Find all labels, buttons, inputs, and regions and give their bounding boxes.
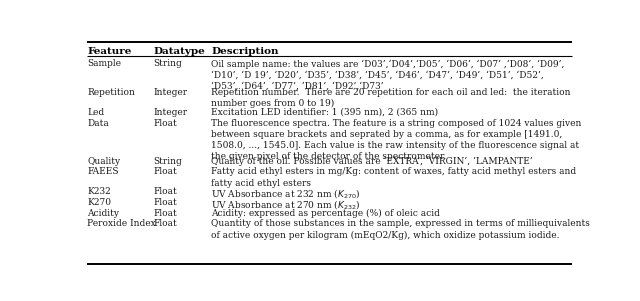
Text: Repetition number.  There are 20 repetition for each oil and led:  the iteration: Repetition number. There are 20 repetiti… <box>211 88 571 108</box>
Text: String: String <box>154 157 182 166</box>
Text: Quantity of those substances in the sample, expressed in terms of milliequivalen: Quantity of those substances in the samp… <box>211 219 590 240</box>
Text: Sample: Sample <box>88 59 122 68</box>
Text: Float: Float <box>154 219 177 228</box>
Text: Repetition: Repetition <box>88 88 135 97</box>
Text: Float: Float <box>154 187 177 196</box>
Text: Data: Data <box>88 119 109 128</box>
Text: K270: K270 <box>88 198 111 207</box>
Text: String: String <box>154 59 182 68</box>
Text: Fatty acid ethyl esters in mg/Kg: content of waxes, fatty acid methyl esters and: Fatty acid ethyl esters in mg/Kg: conten… <box>211 167 577 188</box>
Text: Datatype: Datatype <box>154 47 205 56</box>
Text: UV Absorbance at 270 nm ($K_{232}$): UV Absorbance at 270 nm ($K_{232}$) <box>211 198 361 211</box>
Text: FAEES: FAEES <box>88 167 119 176</box>
Text: Excitation LED identifier: 1 (395 nm), 2 (365 nm): Excitation LED identifier: 1 (395 nm), 2… <box>211 108 438 117</box>
Text: Quality: Quality <box>88 157 120 166</box>
Text: Integer: Integer <box>154 108 188 117</box>
Text: The fluorescence spectra. The feature is a string composed of 1024 values given
: The fluorescence spectra. The feature is… <box>211 119 582 161</box>
Text: Description: Description <box>211 47 279 56</box>
Text: Acidity: Acidity <box>88 209 120 218</box>
Text: Float: Float <box>154 167 177 176</box>
Text: Acidity: expressed as percentage (%) of oleic acid: Acidity: expressed as percentage (%) of … <box>211 209 440 218</box>
Text: K232: K232 <box>88 187 111 196</box>
Text: Feature: Feature <box>88 47 132 56</box>
Text: Float: Float <box>154 209 177 218</box>
Text: Peroxide Index: Peroxide Index <box>88 219 156 228</box>
Text: Float: Float <box>154 198 177 207</box>
Text: UV Absorbance at 232 nm ($K_{270}$): UV Absorbance at 232 nm ($K_{270}$) <box>211 187 361 200</box>
Text: Float: Float <box>154 119 177 128</box>
Text: Led: Led <box>88 108 104 117</box>
Text: Quality of the oil. Possible values are ‘EXTRA’, ‘VIRGIN’, ‘LAMPANTE’: Quality of the oil. Possible values are … <box>211 157 533 166</box>
Text: Oil sample name: the values are ‘D03’,‘D04’,‘D05’, ‘D06’, ‘D07’ ,‘D08’, ‘D09’,
‘: Oil sample name: the values are ‘D03’,‘D… <box>211 59 565 91</box>
Text: Integer: Integer <box>154 88 188 97</box>
